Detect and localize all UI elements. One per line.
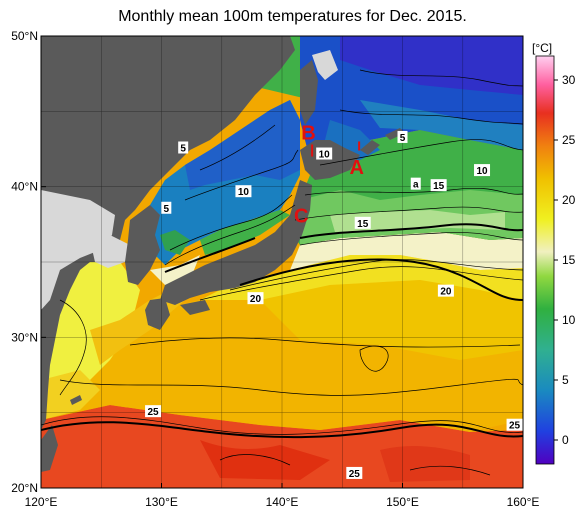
- contour-label: 5: [400, 133, 406, 144]
- colorbar-ticks: 30 25 20 15 10 5 0: [554, 73, 576, 447]
- asia-land: [41, 36, 295, 430]
- contour-label-box: [316, 147, 333, 160]
- colorbar-unit: [°C]: [532, 41, 552, 55]
- contour-label-box: [346, 466, 363, 479]
- map-title: Monthly mean 100m temperatures for Dec. …: [118, 8, 467, 25]
- hokkaido-land: [300, 140, 360, 180]
- longitude-axis: 120°E 130°E 140°E 150°E 160°E: [25, 483, 540, 509]
- contour-label: 25: [509, 421, 521, 432]
- contour-label: 25: [349, 469, 361, 480]
- colorbar-tick-label: 5: [562, 373, 569, 387]
- contour-label: 25: [148, 407, 160, 418]
- contour-label: 5: [180, 143, 186, 154]
- colorbar-scale: [535, 55, 555, 465]
- contour-label-box: [474, 164, 491, 177]
- contour-labels: 5 5 5 10 10 10 15 15 20 20 25 25 25 a: [145, 130, 523, 480]
- contour-label-box: [161, 201, 172, 214]
- contour-label-box: [178, 141, 189, 154]
- korea-land: [125, 205, 160, 285]
- honshu-land: [160, 180, 312, 305]
- map-field: [41, 36, 523, 488]
- lon-tick-label: 160°E: [507, 495, 540, 509]
- latitude-axis: 50°N 40°N 30°N 20°N: [11, 29, 46, 495]
- lon-tick-label: 150°E: [386, 495, 419, 509]
- colorbar-tick-label: 0: [562, 433, 569, 447]
- contour-label-box: [506, 418, 523, 431]
- contour-label: 20: [250, 294, 262, 305]
- contour-label: 5: [164, 204, 170, 215]
- contour-label-box: [354, 216, 371, 229]
- contour-label: 20: [440, 287, 452, 298]
- lat-tick-label: 50°N: [11, 29, 38, 43]
- contour-label-box: [397, 130, 408, 143]
- region-markers: A B C: [294, 122, 364, 227]
- marker-c: C: [294, 205, 308, 227]
- contour-label: 15: [433, 181, 445, 192]
- contour-label: 10: [476, 166, 488, 177]
- colorbar-tick-label: 25: [562, 133, 576, 147]
- lat-tick-label: 40°N: [11, 180, 38, 194]
- lat-tick-label: 20°N: [11, 481, 38, 495]
- contour-label: a: [413, 180, 419, 191]
- lat-tick-label: 30°N: [11, 330, 38, 344]
- contour-label: 15: [357, 219, 369, 230]
- marker-b: B: [301, 122, 315, 144]
- colorbar: [°C] 30 25 20 15 10 5 0: [532, 41, 576, 465]
- contour-label: 10: [238, 187, 250, 198]
- lon-tick-label: 140°E: [266, 495, 299, 509]
- contour-label: 10: [319, 150, 331, 161]
- contour-label-box: [430, 179, 447, 192]
- contour-label-box: [235, 185, 252, 198]
- colorbar-tick-label: 30: [562, 73, 576, 87]
- lon-tick-label: 130°E: [145, 495, 178, 509]
- lon-tick-label: 120°E: [25, 495, 58, 509]
- marker-a: A: [349, 157, 363, 179]
- contour-label-box: [247, 292, 264, 305]
- colorbar-tick-label: 20: [562, 193, 576, 207]
- contour-label-box: [437, 284, 454, 297]
- colorbar-tick-label: 15: [562, 253, 576, 267]
- contour-label-box: [410, 177, 421, 190]
- contour-label-box: [145, 405, 162, 418]
- colorbar-tick-label: 10: [562, 313, 576, 327]
